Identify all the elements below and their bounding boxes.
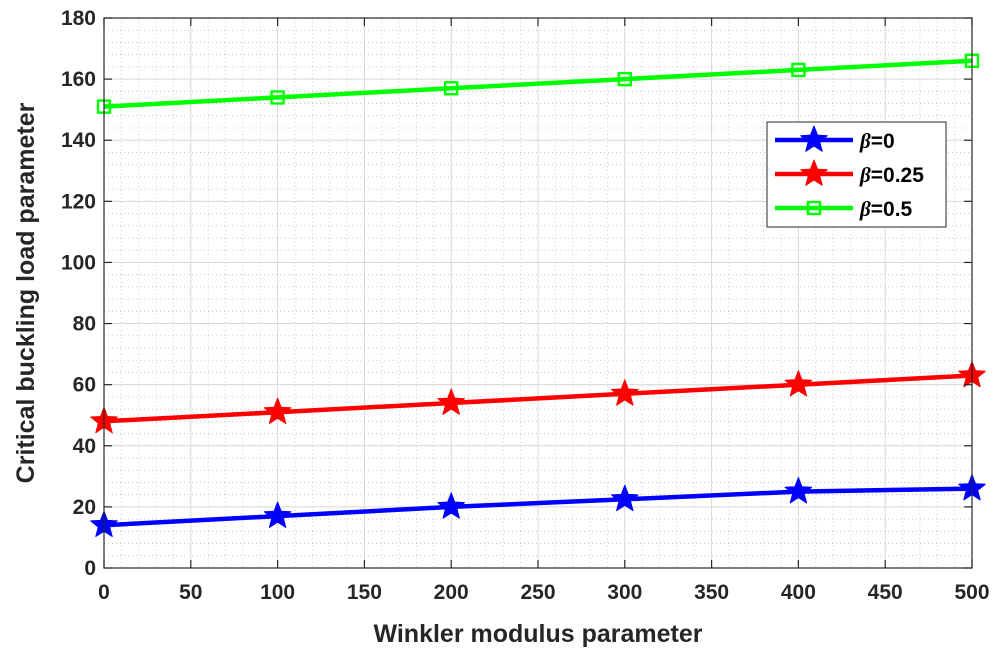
series-line [103,486,973,528]
x-tick-label: 500 [954,581,989,604]
data-point [270,90,285,105]
y-tick-label: 0 [84,557,96,580]
x-tick-label: 400 [781,581,816,604]
legend-suffix: =0 [871,130,895,153]
legend-marker [806,200,822,216]
legend-marker [800,159,828,186]
data-point [444,81,459,96]
data-point [784,370,813,397]
data-point [617,71,632,87]
y-tick-label: 100 [61,251,96,274]
y-tick-label: 80 [73,313,96,336]
data-point [784,477,813,504]
x-tick-label: 50 [179,581,202,604]
x-tick-label: 0 [98,581,110,604]
legend-item: β=0.5 [775,197,913,221]
y-tick-label: 140 [61,129,96,152]
y-axis-ticks: 0 20 40 60 80 100 120 140 160 180 [61,7,972,580]
x-tick-label: 200 [434,581,469,604]
data-point [791,62,806,78]
x-tick-label: 250 [520,581,555,604]
legend-label: β=0.5 [859,197,913,221]
x-tick-label: 300 [607,581,642,604]
data-point [437,492,465,519]
legend-item: β=0 [775,125,895,153]
y-tick-label: 120 [61,190,96,213]
y-tick-label: 60 [73,374,96,397]
legend-symbol: β [859,197,871,221]
series-0 [90,474,986,537]
x-tick-label: 100 [260,581,295,604]
x-tick-label: 350 [694,581,729,604]
legend[interactable]: β=0β=0.25β=0.5 [766,121,947,228]
y-tick-label: 180 [61,7,96,30]
x-tick-label: 150 [347,581,382,604]
y-tick-label: 160 [61,68,96,91]
legend-suffix: =0.25 [871,164,924,187]
x-axis-label: Winkler modulus parameter [373,620,702,648]
y-axis-label: Critical buckling load parameter [12,102,40,483]
data-point [437,388,465,415]
data-point [263,501,292,528]
data-point [611,379,639,406]
legend-item: β=0.25 [775,159,924,187]
legend-symbol: β [859,129,871,153]
data-point [611,484,639,512]
legend-label: β=0 [859,129,895,153]
series-line [103,58,973,109]
x-axis-ticks: 0 50 100 150 200 250 300 350 400 450 500 [98,18,990,604]
legend-suffix: =0.5 [871,198,913,221]
x-tick-label: 450 [868,581,903,604]
series-2 [96,53,980,114]
legend-label: β=0.25 [859,163,924,187]
y-tick-label: 40 [73,435,96,458]
y-tick-label: 20 [73,496,96,519]
series-line [103,373,973,424]
legend-symbol: β [859,163,871,187]
legend-marker [800,125,828,152]
data-point [263,397,292,424]
